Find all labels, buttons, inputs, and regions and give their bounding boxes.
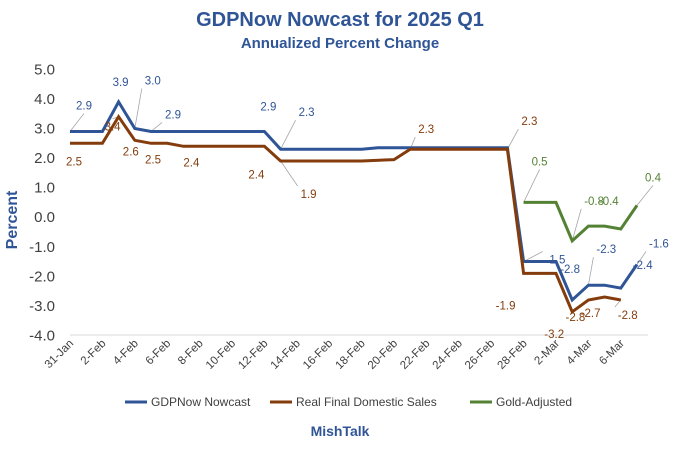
series-real-final-domestic-sales-data-label: 2.5 (66, 156, 82, 168)
x-tick-label: 4-Mar (565, 338, 595, 368)
leader-line (69, 113, 85, 132)
series-real-final-domestic-sales-data-label: -1.9 (496, 300, 516, 312)
series-real-final-domestic-sales-data-label: -2.8 (618, 310, 638, 322)
legend: GDPNow Nowcast Real Final Domestic Sales G… (125, 395, 572, 409)
series-real-final-domestic-sales-data-label: 2.6 (123, 146, 139, 158)
x-tick-label: 6-Feb (144, 338, 174, 368)
series-gdpnow-data-label: 2.9 (76, 100, 92, 112)
series-gdpnow-data-label: -2.4 (633, 260, 653, 272)
x-axis-ticks: 31-Jan 2-Feb 4-Feb 6-Feb 8-Feb10-Feb12-Feb14… (43, 338, 627, 372)
leader-line (523, 169, 540, 203)
x-tick-label: 8-Feb (176, 338, 206, 368)
y-tick-label: -3.0 (29, 298, 55, 315)
series-real-final-domestic-sales-data-label: 2.5 (145, 154, 161, 166)
legend-label: Real Final Domestic Sales (296, 395, 437, 409)
x-tick-label: 6-Mar (597, 338, 627, 368)
series-gold-adjusted-data-label: 0.5 (532, 156, 548, 168)
series-gdpnow-data-label: -2.8 (560, 264, 580, 276)
series-gdpnow-data-label: 2.9 (260, 101, 276, 113)
y-tick-label: -2.0 (29, 268, 55, 285)
series-gdpnow-data-label: 3.0 (145, 76, 161, 88)
y-tick-label: 5.0 (34, 61, 55, 78)
data-labels: 2.93.9 3.02.92.9 2.3-1.5-2.8-2.3-2.4-1.62.… (66, 76, 669, 341)
legend-label: GDPNow Nowcast (151, 395, 251, 409)
y-tick-label: 2.0 (34, 150, 55, 167)
series-gold-adjusted-data-label: -0.8 (584, 196, 604, 208)
y-tick-label: -1.0 (29, 239, 55, 256)
series-real-final-domestic-sales-data-label: 2.3 (418, 124, 434, 136)
x-tick-label: 12-Feb (236, 338, 270, 372)
leader-line (507, 129, 519, 150)
leader-line (636, 185, 654, 206)
y-tick-label: 4.0 (34, 91, 55, 108)
leader-line (588, 257, 594, 286)
leader-line (150, 122, 163, 132)
y-axis-ticks: 5.0 4.0 3.0 2.0 1.0 0.0 -1.0 -2.0 -3.0 -4.0 (29, 61, 55, 344)
leader-line (636, 251, 647, 265)
leader-line (280, 160, 298, 187)
chart-subtitle: Annualized Percent Change (241, 35, 439, 52)
x-tick-label: 22-Feb (398, 338, 432, 372)
leader-line (571, 208, 582, 241)
leader-line (523, 251, 543, 262)
leader-line (280, 120, 296, 150)
x-tick-label: 16-Feb (301, 338, 335, 372)
x-tick-label: 2-Mar (532, 338, 562, 368)
legend-label: Gold-Adjusted (496, 395, 572, 409)
chart-title: GDPNow Nowcast for 2025 Q1 (196, 9, 484, 31)
series-gold-adjusted-line (523, 200, 639, 244)
x-tick-label: 24-Feb (431, 338, 465, 372)
x-tick-label: 26-Feb (463, 338, 497, 372)
x-tick-label: 4-Feb (111, 338, 141, 368)
series-gold-adjusted-data-label: -0.4 (599, 196, 619, 208)
x-tick-label: 18-Feb (333, 338, 367, 372)
x-tick-label: 28-Feb (495, 338, 529, 372)
series-real-final-domestic-sales-line (70, 113, 622, 315)
series-gdpnow-data-label: -1.6 (649, 238, 669, 250)
series-gdpnow-data-label: -1.5 (546, 255, 566, 267)
y-tick-label: -4.0 (29, 327, 55, 344)
series-real-final-domestic-sales-data-label: -2.7 (581, 308, 601, 320)
series-real-final-domestic-sales-data-label: 2.4 (248, 169, 265, 181)
y-axis-label: Percent (4, 190, 21, 249)
y-tick-label: 1.0 (34, 180, 55, 197)
series-gdpnow-data-label: 3.9 (113, 77, 129, 89)
x-tick-label: 14-Feb (269, 338, 303, 372)
y-tick-label: 3.0 (34, 121, 55, 138)
series-gdpnow-data-label: 2.9 (165, 109, 181, 121)
x-tick-label: 2-Feb (79, 338, 109, 368)
series-gold-adjusted-data-label: 0.4 (645, 172, 662, 184)
series-real-final-domestic-sales-data-label: -3.2 (544, 329, 564, 341)
series-gdpnow-line (70, 98, 639, 303)
footer-text: MishTalk (311, 423, 370, 439)
series-lines (69, 98, 639, 315)
x-tick-label: 10-Feb (204, 338, 238, 372)
series-real-final-domestic-sales-data-label: 1.9 (301, 189, 317, 201)
series-real-final-domestic-sales-data-label: -2.8 (565, 312, 585, 324)
series-real-final-domestic-sales-data-label: 2.3 (521, 116, 537, 128)
series-real-final-domestic-sales-data-label: 3.4 (105, 122, 122, 134)
series-gdpnow-data-label: 2.3 (299, 107, 315, 119)
y-tick-label: 0.0 (34, 209, 55, 226)
leader-line (134, 88, 143, 129)
x-tick-label: 20-Feb (366, 338, 400, 372)
series-real-final-domestic-sales-data-label: 2.4 (183, 157, 200, 169)
series-gdpnow-data-label: -2.3 (596, 244, 616, 256)
